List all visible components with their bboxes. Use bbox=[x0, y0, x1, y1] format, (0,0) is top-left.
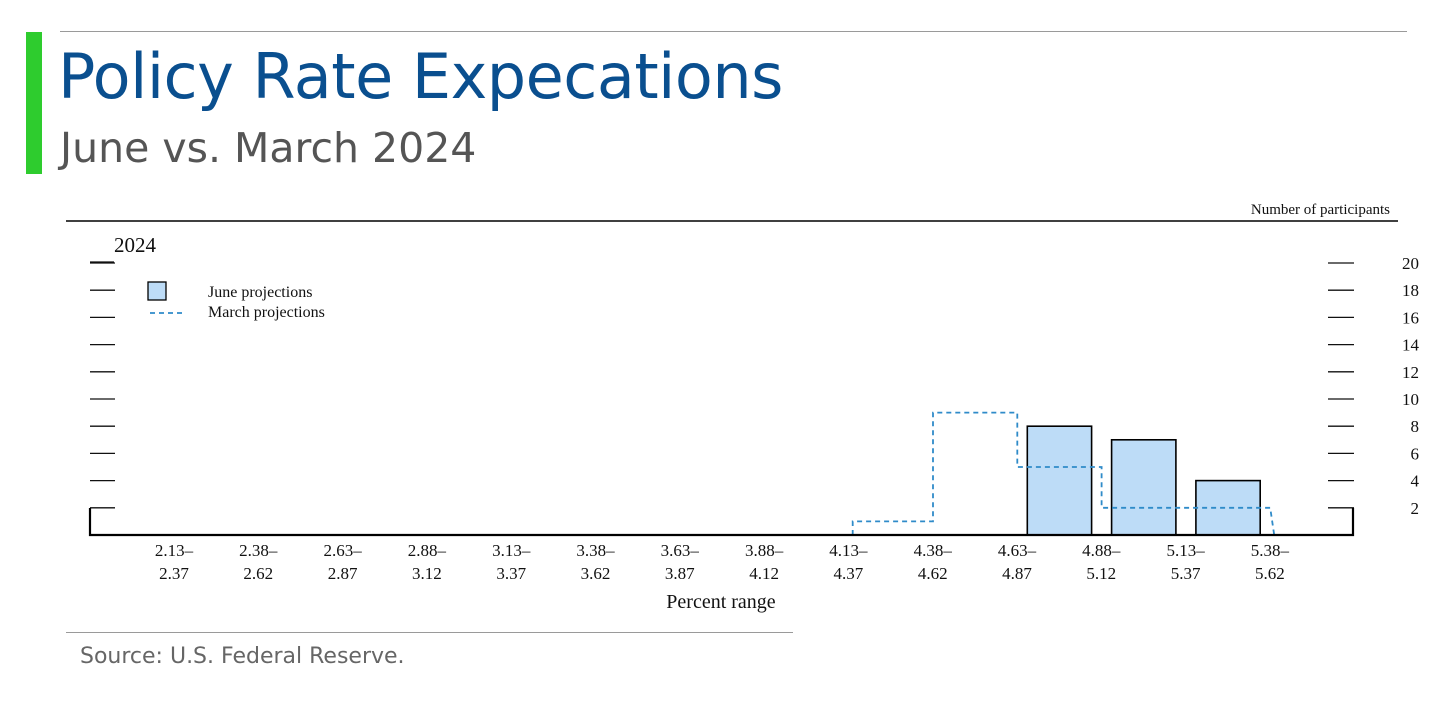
y-tick-label: 2 bbox=[1411, 499, 1420, 518]
y-tick-label: 4 bbox=[1411, 472, 1420, 491]
y-tick-label: 6 bbox=[1411, 444, 1420, 463]
legend: June projections March projections bbox=[147, 281, 325, 321]
march-projection-line bbox=[851, 411, 1276, 536]
panel-label: 2024 bbox=[114, 233, 157, 257]
x-tick-label: 2.62 bbox=[243, 564, 273, 583]
legend-june-swatch bbox=[147, 281, 167, 301]
x-tick-label: 4.38– bbox=[914, 541, 953, 560]
x-tick-label: 4.12 bbox=[749, 564, 779, 583]
x-tick-label: 5.38– bbox=[1251, 541, 1290, 560]
x-tick-label: 5.37 bbox=[1171, 564, 1201, 583]
y-tick-label: 16 bbox=[1402, 308, 1419, 327]
y-tick-label: 14 bbox=[1402, 336, 1420, 355]
x-tick-label: 2.87 bbox=[328, 564, 358, 583]
x-tick-label: 2.37 bbox=[159, 564, 189, 583]
x-tick-label: 4.62 bbox=[918, 564, 948, 583]
source-note: Source: U.S. Federal Reserve. bbox=[80, 644, 405, 669]
plot-frame bbox=[88, 508, 1355, 537]
left-tick-marks bbox=[90, 262, 115, 509]
y-tick-label: 18 bbox=[1402, 281, 1419, 300]
june-bar bbox=[1110, 438, 1177, 536]
x-tick-label: 3.12 bbox=[412, 564, 442, 583]
accent-bar bbox=[26, 32, 42, 174]
legend-june-label: June projections bbox=[208, 284, 312, 301]
x-tick-label: 4.13– bbox=[829, 541, 868, 560]
x-tick-label: 2.63– bbox=[323, 541, 362, 560]
x-tick-label: 4.37 bbox=[834, 564, 864, 583]
x-tick-label: 2.88– bbox=[408, 541, 447, 560]
page-title: Policy Rate Expecations bbox=[58, 40, 783, 113]
june-bars bbox=[1026, 425, 1262, 536]
x-tick-label: 3.88– bbox=[745, 541, 784, 560]
x-tick-label: 3.13– bbox=[492, 541, 531, 560]
x-tick-label: 4.87 bbox=[1002, 564, 1032, 583]
source-rule bbox=[66, 632, 793, 633]
x-tick-label: 4.88– bbox=[1082, 541, 1121, 560]
page-subtitle: June vs. March 2024 bbox=[60, 124, 477, 172]
x-axis-label: Percent range bbox=[666, 591, 776, 613]
x-tick-label: 3.62 bbox=[581, 564, 611, 583]
x-tick-label: 3.87 bbox=[665, 564, 695, 583]
legend-march-label: March projections bbox=[208, 304, 325, 321]
x-tick-label: 2.13– bbox=[155, 541, 194, 560]
x-tick-label: 2.38– bbox=[239, 541, 278, 560]
y-tick-label: 20 bbox=[1402, 254, 1419, 273]
x-tick-labels: 2.13– 2.37 2.38– 2.62 2.63– 2.87 2.88– 3.12 3.13… bbox=[155, 541, 1290, 583]
y-tick-label: 10 bbox=[1402, 390, 1419, 409]
y-tick-labels: 2 4 6 8 10 12 14 16 18 20 bbox=[1402, 254, 1420, 518]
x-tick-label: 5.62 bbox=[1255, 564, 1285, 583]
x-tick-label: 5.13– bbox=[1166, 541, 1205, 560]
x-tick-label: 3.38– bbox=[576, 541, 615, 560]
y-axis-label: Number of participants bbox=[1251, 202, 1390, 218]
y-tick-label: 8 bbox=[1411, 417, 1420, 436]
x-tick-label: 4.63– bbox=[998, 541, 1037, 560]
x-tick-label: 3.63– bbox=[661, 541, 700, 560]
y-tick-label: 12 bbox=[1402, 363, 1419, 382]
right-tick-marks bbox=[1328, 262, 1354, 509]
x-tick-label: 5.12 bbox=[1086, 564, 1116, 583]
header-rule bbox=[60, 31, 1407, 32]
june-bar bbox=[1026, 425, 1093, 536]
x-tick-label: 3.37 bbox=[496, 564, 526, 583]
